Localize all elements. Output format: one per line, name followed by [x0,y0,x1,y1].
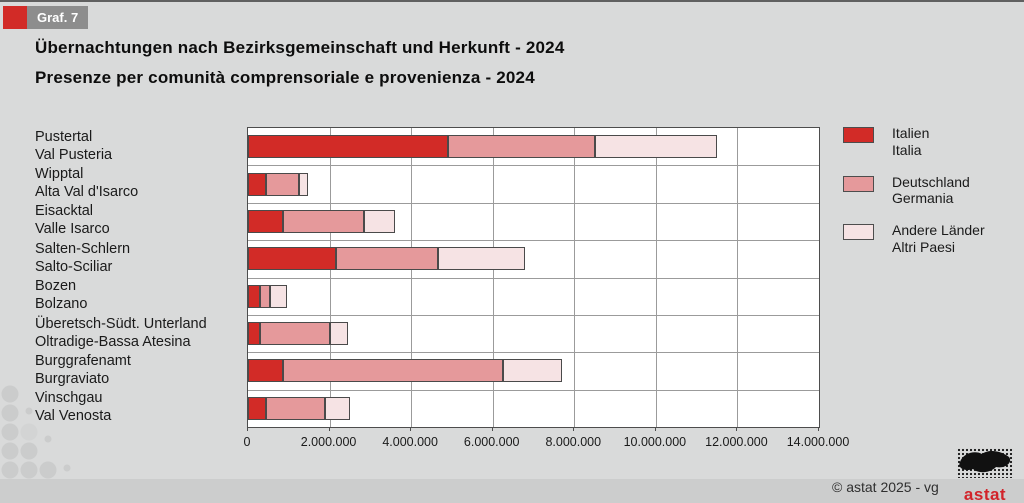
bar-segment-germany-vinschgau [266,396,326,420]
category-label--beretsch-s-dt-unterland: Überetsch-Südt. Unterland Oltradige-Bassa… [35,315,240,351]
category-label-german: Eisacktal [35,203,94,220]
horizontal-gridline [248,277,819,279]
bar-segment-italy-eisacktal [248,209,283,233]
x-axis-tick-mark [573,427,575,431]
x-axis-tick-mark [247,427,248,431]
category-label-italian: Valle Isarco [35,221,110,238]
bar-segment-other-wipptal [298,172,309,196]
category-label-german: Burggrafenamt [35,352,131,369]
horizontal-gridline [248,314,819,316]
graf-tag: Graf. 7 [3,6,89,29]
bar-segment-germany-bozen [260,284,271,308]
category-label-italian: Salto-Sciliar [35,258,113,275]
chart-title-italian: Presenze per comunità comprensoriale e p… [35,68,535,87]
bar-segment-other-burggrafenamt [502,359,563,383]
category-label-german: Überetsch-Südt. Unterland [35,315,207,332]
bar-segment-italy--beretsch-s-dt-unterland [248,322,261,346]
bar-chart-plot-area [247,127,820,428]
bar-segment-germany-burggrafenamt [282,359,503,383]
x-axis-tick-label: 2.000.000 [300,435,357,449]
south-tyrol-map-icon [956,448,1014,478]
category-label-eisacktal: Eisacktal Valle Isarco [35,202,240,238]
legend-swatch-germany [843,175,874,192]
legend-label-italian: Germania [892,190,954,206]
bar-segment-other-pustertal [594,135,718,159]
bar-segment-germany-pustertal [447,135,595,159]
category-label-german: Bozen [35,278,77,295]
bar-segment-germany-eisacktal [282,209,365,233]
horizontal-gridline [248,352,819,354]
x-axis-tick-mark [491,427,493,431]
bar-segment-germany-wipptal [266,172,299,196]
category-label-german: Vinschgau [35,390,103,407]
x-axis-tick-label: 14.000.000 [786,435,850,449]
chart-title-german: Übernachtungen nach Bezirksgemeinschaft … [35,38,565,57]
footer-strip [0,479,1024,503]
category-label-pustertal: Pustertal Val Pusteria [35,128,240,164]
x-axis-tick-mark [818,427,819,431]
category-label-german: Wipptal [35,166,84,183]
bar-segment-other-vinschgau [325,396,350,420]
legend-label-other: Andere Länder Altri Paesi [892,222,985,255]
category-label-bozen: Bozen Bolzano [35,277,240,313]
bar-segment-germany--beretsch-s-dt-unterland [260,322,330,346]
legend-label-italy: Italien Italia [892,125,929,158]
legend-label-italian: Italia [892,141,922,158]
x-axis-tick-label: 12.000.000 [705,435,768,449]
legend-item-germany: Deutschland Germania [843,174,970,207]
bar-segment-other--beretsch-s-dt-unterland [329,322,348,346]
accent-red-square [3,6,27,29]
bar-segment-italy-wipptal [248,172,267,196]
category-label-italian: Val Venosta [35,408,112,425]
legend-swatch-italy [843,127,874,143]
category-label-italian: Oltradige-Bassa Atesina [35,333,191,350]
astat-logo: astat [952,444,1018,503]
legend-label-german: Italien [892,125,930,141]
x-axis-tick-label: 0 [243,435,251,449]
category-label-salten-schlern: Salten-Schlern Salto-Sciliar [35,240,240,276]
horizontal-gridline [248,202,819,204]
x-axis-tick-mark [410,427,412,431]
category-label-italian: Bolzano [35,296,88,313]
copyright-text: © astat 2025 - vg [832,479,939,495]
bar-segment-italy-bozen [248,284,261,308]
horizontal-gridline [248,389,819,391]
category-label-german: Pustertal [35,128,93,145]
category-label-italian: Burgraviato [35,370,110,387]
legend-label-german: Andere Länder [892,222,985,238]
bar-segment-other-salten-schlern [437,247,526,271]
legend-label-germany: Deutschland Germania [892,174,970,207]
category-label-italian: Val Pusteria [35,146,113,163]
bar-segment-germany-salten-schlern [335,247,438,271]
graf-number-label: Graf. 7 [27,6,89,29]
bar-segment-italy-pustertal [248,135,448,159]
x-axis-tick-label: 10.000.000 [623,435,687,449]
horizontal-gridline [248,165,819,167]
legend-swatch-other [843,224,874,240]
category-label-italian: Alta Val d'Isarco [35,184,139,201]
bar-segment-other-bozen [270,284,287,308]
bar-segment-other-eisacktal [364,209,395,233]
x-axis-tick-label: 6.000.000 [463,435,520,449]
x-axis-tick-mark [654,427,656,431]
category-label-wipptal: Wipptal Alta Val d'Isarco [35,165,240,201]
x-axis-tick-mark [736,427,738,431]
bar-segment-italy-vinschgau [248,396,267,420]
x-axis-tick-label: 4.000.000 [382,435,438,449]
bar-segment-italy-salten-schlern [248,247,336,271]
astat-logo-text: astat [963,485,1007,503]
horizontal-gridline [248,240,819,242]
legend-label-german: Deutschland [892,173,970,190]
category-label-vinschgau: Vinschgau Val Venosta [35,389,240,425]
category-label-burggrafenamt: Burggrafenamt Burgraviato [35,352,240,388]
legend-item-other: Andere Länder Altri Paesi [843,222,985,255]
x-axis-tick-label: 8.000.000 [545,435,602,449]
legend-label-italian: Altri Paesi [892,238,956,255]
bar-segment-italy-burggrafenamt [248,359,283,383]
category-label-german: Salten-Schlern [35,240,131,257]
x-axis-tick-mark [328,427,330,431]
legend-item-italy: Italien Italia [843,125,929,158]
